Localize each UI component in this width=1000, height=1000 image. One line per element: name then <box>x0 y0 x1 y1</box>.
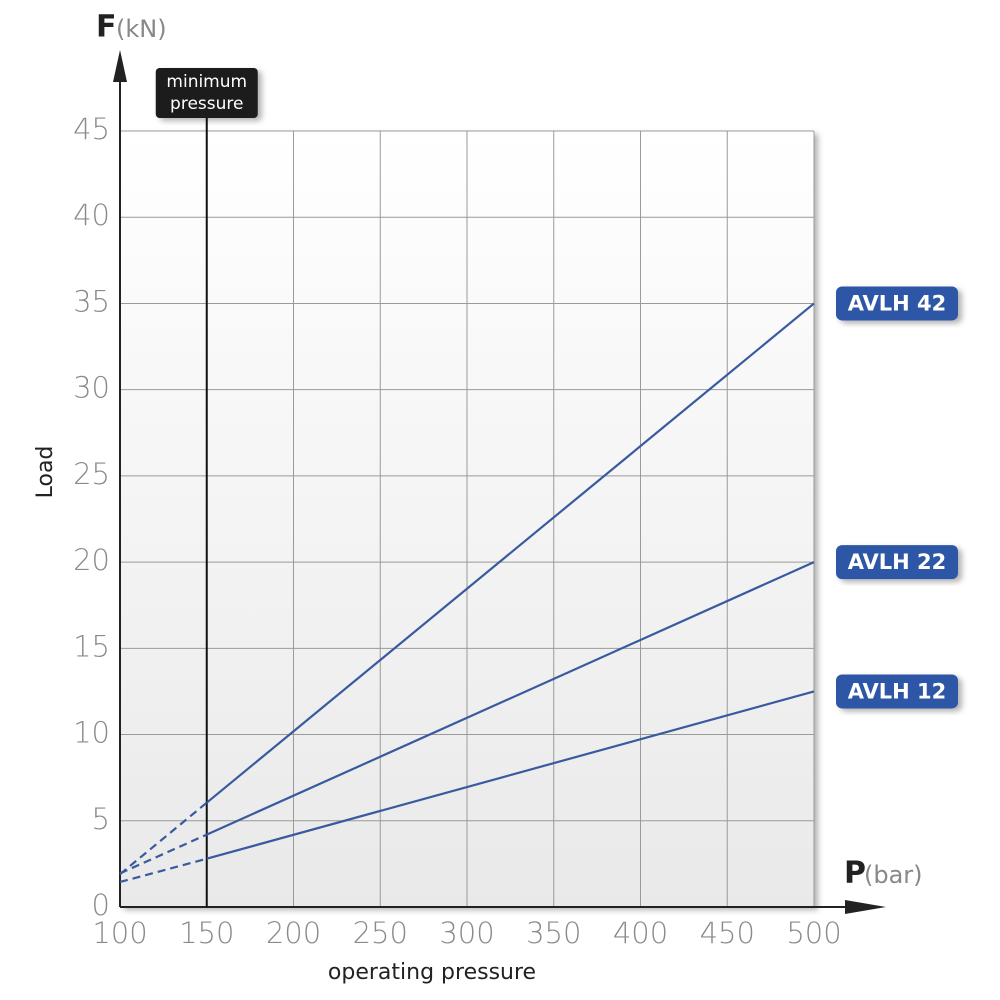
x-tick-label: 200 <box>266 916 321 950</box>
y-arrow <box>113 50 127 82</box>
legend-box <box>836 545 958 580</box>
y-tick-label: 15 <box>73 629 110 663</box>
series-line <box>206 561 815 836</box>
x-axis-label: operating pressure <box>328 960 536 985</box>
y-unit: (kN) <box>116 15 167 43</box>
legend-box <box>836 674 958 709</box>
y-tick-label: 35 <box>73 284 110 318</box>
x-symbol: P <box>844 856 866 891</box>
x-tick-label: 500 <box>786 916 841 950</box>
annotation-text: pressure <box>170 94 243 114</box>
annotation-text: minimum <box>166 72 247 92</box>
series-line <box>206 302 815 804</box>
x-tick-label: 250 <box>353 916 408 950</box>
legend-label: AVLH 12 <box>848 679 947 703</box>
y-tick-label: 0 <box>92 888 110 922</box>
x-unit: (bar) <box>864 861 923 889</box>
x-arrow <box>845 900 886 914</box>
y-tick-label: 25 <box>73 457 110 491</box>
x-tick-label: 100 <box>92 916 147 950</box>
y-tick-label: 20 <box>73 543 110 577</box>
series-line <box>119 801 208 876</box>
y-tick-label: 45 <box>73 112 110 146</box>
x-tick-label: 450 <box>700 916 755 950</box>
annotation-box <box>155 68 258 118</box>
legend-label: AVLH 42 <box>848 291 947 315</box>
y-tick-label: 30 <box>73 371 110 405</box>
x-tick-label: 350 <box>526 916 581 950</box>
y-tick-label: 5 <box>92 802 110 836</box>
series-line <box>119 833 208 875</box>
y-tick-label: 40 <box>73 198 110 232</box>
y-axis-label: Load <box>33 446 58 499</box>
legend-box <box>836 286 958 321</box>
y-symbol: F <box>96 10 117 45</box>
x-tick-label: 150 <box>179 916 234 950</box>
series-line <box>206 690 815 860</box>
legend-label: AVLH 22 <box>848 550 947 574</box>
x-tick-label: 300 <box>439 916 494 950</box>
x-tick-label: 400 <box>613 916 668 950</box>
y-tick-label: 10 <box>73 716 110 750</box>
series-line <box>119 857 208 884</box>
